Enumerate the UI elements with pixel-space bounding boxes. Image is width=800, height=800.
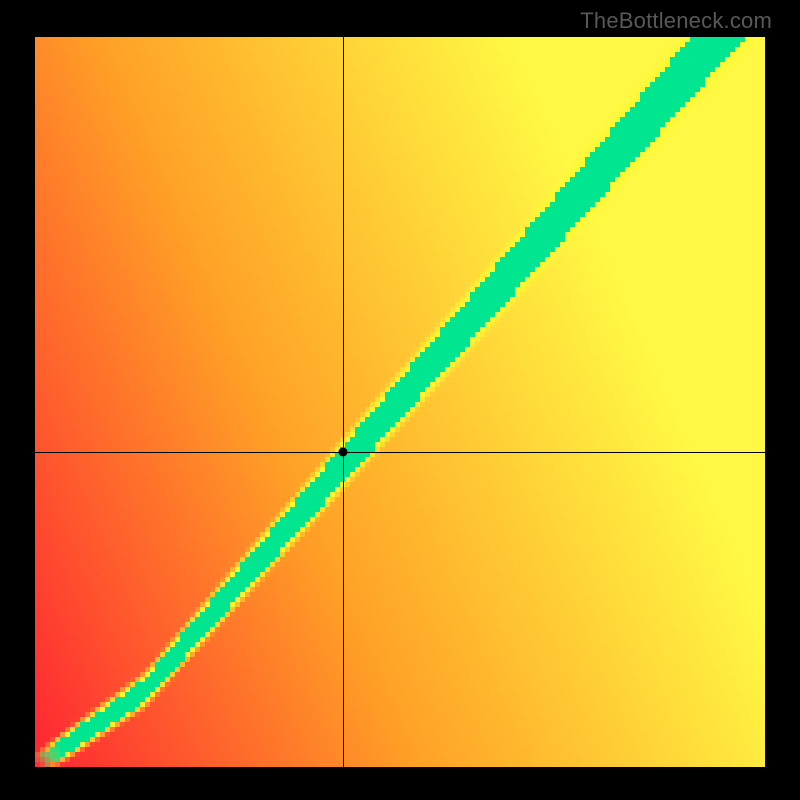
watermark-text: TheBottleneck.com — [580, 8, 772, 34]
crosshair-horizontal — [35, 452, 765, 453]
crosshair-marker — [339, 448, 348, 457]
heatmap-plot — [35, 37, 765, 767]
crosshair-vertical — [343, 37, 344, 767]
heatmap-canvas — [35, 37, 765, 767]
